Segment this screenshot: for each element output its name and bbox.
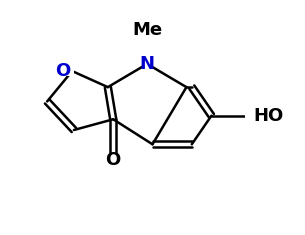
Text: Me: Me (132, 21, 162, 39)
Bar (109, 155, 117, 166)
Bar (245, 110, 261, 121)
Bar (139, 25, 155, 35)
Text: N: N (140, 55, 155, 73)
Bar (66, 66, 74, 76)
Text: O: O (55, 62, 70, 80)
Text: O: O (106, 151, 121, 169)
Bar (143, 59, 151, 69)
Text: HO: HO (253, 107, 283, 125)
